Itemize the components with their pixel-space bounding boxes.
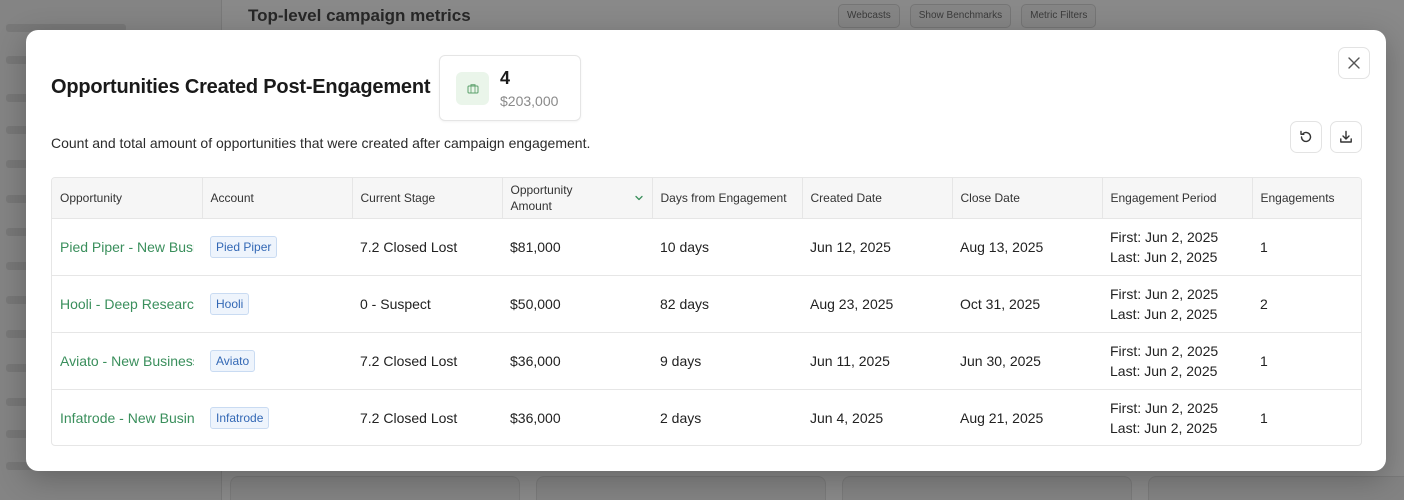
download-icon — [1340, 130, 1352, 143]
close-button[interactable] — [1338, 47, 1370, 79]
opportunities-modal: Opportunities Created Post-Engagement 4 … — [26, 30, 1386, 471]
account-badge[interactable]: Pied Piper — [210, 235, 278, 258]
table-header-row: Opportunity Account Current Stage Opport… — [52, 178, 1361, 218]
modal-description: Count and total amount of opportunities … — [51, 135, 591, 151]
background-cards — [230, 476, 1404, 500]
opportunity-link[interactable]: Pied Piper - New Business — [60, 238, 194, 255]
modal-title: Opportunities Created Post-Engagement — [51, 76, 431, 98]
stage-cell: 0 - Suspect — [360, 295, 431, 312]
engagements-cell: 1 — [1260, 409, 1268, 426]
created-date-cell: Jun 11, 2025 — [810, 352, 890, 369]
background-controls: Webcasts Show Benchmarks Metric Filters — [838, 4, 1097, 28]
table-row: Pied Piper - New Business Pied Piper 7.2… — [52, 218, 1361, 275]
background-control: Webcasts — [838, 4, 900, 28]
account-badge[interactable]: Hooli — [210, 292, 250, 315]
opportunity-link[interactable]: Aviato - New Business — [60, 352, 194, 369]
close-date-cell: Aug 21, 2025 — [960, 409, 1044, 426]
engagements-cell: 1 — [1260, 352, 1268, 369]
background-control: Show Benchmarks — [909, 4, 1012, 28]
sort-desc-icon — [634, 195, 643, 200]
opportunities-table: Opportunity Account Current Stage Opport… — [51, 177, 1362, 446]
created-date-cell: Jun 4, 2025 — [810, 409, 884, 426]
download-button[interactable] — [1330, 121, 1362, 153]
column-header-close-date[interactable]: Close Date — [952, 178, 1103, 218]
engagement-period-cell: First: Jun 2, 2025 Last: Jun 2, 2025 — [1110, 285, 1219, 322]
engagement-period-cell: First: Jun 2, 2025 Last: Jun 2, 2025 — [1110, 228, 1219, 265]
close-icon — [1348, 57, 1360, 69]
opportunity-link[interactable]: Hooli - Deep Research — [60, 295, 194, 312]
days-cell: 9 days — [660, 352, 702, 369]
background-control: Metric Filters — [1021, 4, 1097, 28]
summary-count: 4 — [500, 68, 511, 88]
column-header-opportunity[interactable]: Opportunity — [52, 178, 203, 218]
created-date-cell: Jun 12, 2025 — [810, 238, 891, 255]
amount-cell: $81,000 — [510, 238, 561, 255]
column-header-engagements[interactable]: Engagements — [1260, 190, 1335, 205]
close-date-cell: Aug 13, 2025 — [960, 238, 1044, 255]
created-date-cell: Aug 23, 2025 — [810, 295, 894, 312]
column-header-created-date[interactable]: Created Date — [802, 178, 953, 218]
table-row: Aviato - New Business Aviato 7.2 Closed … — [52, 332, 1361, 389]
engagement-period-cell: First: Jun 2, 2025 Last: Jun 2, 2025 — [1110, 342, 1219, 379]
summary-card: 4 $203,000 — [439, 55, 581, 121]
days-cell: 2 days — [660, 409, 702, 426]
account-badge[interactable]: Aviato — [210, 349, 256, 372]
background-header-title: Top-level campaign metrics — [248, 6, 471, 25]
column-header-opportunity-amount[interactable]: Opportunity Amount — [502, 178, 653, 218]
stage-cell: 7.2 Closed Lost — [360, 238, 458, 255]
opportunity-link[interactable]: Infatrode - New Business — [60, 409, 194, 426]
engagements-cell: 1 — [1260, 238, 1268, 255]
days-cell: 82 days — [660, 295, 710, 312]
column-header-current-stage[interactable]: Current Stage — [352, 178, 503, 218]
account-badge[interactable]: Infatrode — [210, 406, 270, 429]
column-header-engagement-period[interactable]: Engagement Period — [1102, 178, 1253, 218]
stage-cell: 7.2 Closed Lost — [360, 409, 458, 426]
column-header-account[interactable]: Account — [202, 178, 353, 218]
table-row: Hooli - Deep Research Hooli 0 - Suspect … — [52, 275, 1361, 332]
amount-cell: $36,000 — [510, 352, 561, 369]
close-date-cell: Jun 30, 2025 — [960, 352, 1041, 369]
table-row: Infatrode - New Business Infatrode 7.2 C… — [52, 389, 1361, 445]
close-date-cell: Oct 31, 2025 — [960, 295, 1041, 312]
amount-cell: $36,000 — [510, 409, 561, 426]
summary-amount: $203,000 — [500, 93, 559, 109]
refresh-icon — [1300, 130, 1312, 143]
engagement-period-cell: First: Jun 2, 2025 Last: Jun 2, 2025 — [1110, 399, 1219, 436]
briefcase-icon — [456, 72, 489, 105]
column-header-days-from-engagement[interactable]: Days from Engagement — [652, 178, 803, 218]
refresh-button[interactable] — [1290, 121, 1322, 153]
stage-cell: 7.2 Closed Lost — [360, 352, 458, 369]
engagements-cell: 2 — [1260, 295, 1268, 312]
amount-cell: $50,000 — [510, 295, 561, 312]
days-cell: 10 days — [660, 238, 710, 255]
